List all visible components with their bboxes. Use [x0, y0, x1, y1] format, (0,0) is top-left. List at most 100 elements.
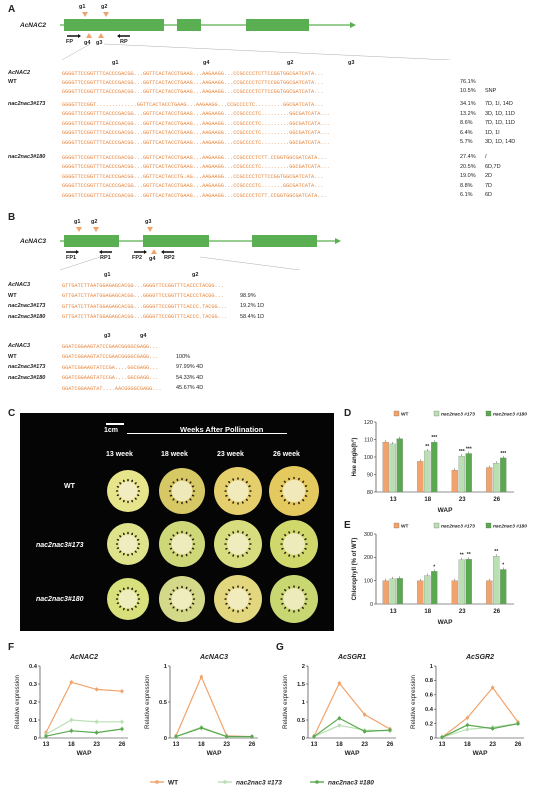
guide-label-g2: g2 [101, 4, 108, 10]
kiwi-fruit [270, 575, 318, 623]
data-point [363, 729, 367, 734]
y-tick-label: 0 [164, 736, 167, 742]
gene-name-b: AcNAC3 [20, 238, 47, 245]
b1-percentage: 58.4% 1D [240, 313, 265, 320]
kiwi-seed [298, 501, 300, 505]
data-point [516, 722, 520, 726]
kiwi-seed [228, 551, 231, 554]
kiwi-seed [293, 502, 295, 506]
b2-sequence: GGATCGGAAGTATCCGA....GGCGAGG... [62, 364, 159, 371]
kiwi-seed [232, 531, 235, 534]
bar [493, 462, 500, 493]
legend-label-l173: nac2nac3 #173 [236, 780, 282, 787]
kiwi-seed [241, 586, 244, 589]
legend-label-l173: nac2nac3 #173 [441, 524, 475, 530]
kiwi-seed [122, 499, 125, 503]
a-wt-row-label: AcNAC2 [8, 70, 31, 76]
a-180-mutation-note: 6D [485, 192, 493, 198]
bar [486, 580, 493, 605]
kiwi-seed [122, 532, 125, 536]
kiwi-seed [181, 501, 183, 505]
kiwi-seed [297, 554, 300, 557]
kiwi-core [282, 479, 306, 503]
kiwi-seed [304, 602, 307, 605]
bar [431, 571, 438, 605]
bar [389, 443, 396, 493]
kiwi-seed [131, 499, 134, 503]
kiwi-seed [181, 609, 183, 613]
kiwi-seed [283, 499, 286, 502]
kiwi-seed [225, 602, 228, 605]
kiwi-seed [237, 555, 239, 558]
kiwi-seed [191, 538, 195, 541]
kiwi-seed [288, 501, 290, 505]
b2-row-label: WT [8, 353, 17, 360]
a-173-percentage: 6.4% [460, 129, 473, 136]
kiwi-seed [116, 593, 120, 596]
panel-letter-c: C [8, 408, 16, 419]
kiwi-seed [241, 609, 244, 612]
x-tick-label: 26 [493, 609, 500, 615]
chart-title: AcSGR1 [337, 654, 366, 661]
kiwi-seed [191, 485, 195, 488]
y-tick-label: 0.1 [29, 718, 38, 724]
kiwi-seed [192, 543, 196, 545]
y-tick-label: 0 [302, 736, 305, 742]
legend-swatch [433, 522, 440, 529]
kiwi-fruit [107, 578, 149, 620]
kiwi-seed [119, 605, 122, 608]
bar [382, 580, 389, 605]
a-180-mutation-note: 7D [485, 182, 493, 189]
b1-row-label: AcNAC3 [8, 282, 31, 288]
y-tick-label: 0.8 [425, 678, 434, 684]
primer-label-fp: FP [66, 39, 74, 45]
y-axis-label: Hue angle(h°) [352, 438, 358, 477]
chart-title: AcSGR2 [465, 654, 494, 661]
kiwi-seed [189, 551, 192, 554]
bar [465, 559, 472, 605]
bar [417, 461, 424, 493]
a-wt-sequence: GGGGTTCCGGTTTCACCCGACGG...GGTTCACTACCTGA… [62, 88, 324, 95]
seq-header-g2: g2 [287, 60, 294, 66]
panel-letter-d: D [344, 408, 352, 419]
kiwi-seed [302, 499, 305, 502]
kiwi-seed [228, 534, 231, 537]
y-tick-label: 0.4 [425, 707, 434, 713]
data-point [465, 716, 469, 720]
y-tick-label: 1 [302, 700, 306, 706]
kiwi-seed [122, 552, 125, 556]
kiwi-seed [228, 589, 231, 592]
legend-label-wt: WT [168, 780, 178, 787]
kiwi-seed [116, 538, 120, 541]
b2-row-label: nac2nac3#173 [8, 364, 46, 370]
kiwi-seed [284, 534, 287, 537]
row-173: nac2nac3#173 [36, 542, 84, 549]
kiwi-core [283, 533, 305, 555]
bar [486, 467, 493, 493]
x-tick-label: 18 [198, 742, 205, 748]
kiwi-seed [119, 550, 122, 553]
a-wt-sequence: GGGGTTCCGGTTTCACCCGACGG...GGTTCACTACCTGA… [62, 70, 324, 77]
kiwi-seed [245, 606, 248, 609]
b2-percentage: 100% [176, 353, 191, 360]
col-18-week: 18 week [161, 451, 188, 458]
kiwi-seed [288, 477, 290, 481]
kiwi-seed [237, 477, 239, 480]
kiwi-seed [237, 610, 239, 613]
y-tick-label: 2 [302, 664, 305, 670]
a-wt-row-label: WT [8, 79, 17, 85]
a-180-mutation-note: 6D,7D [485, 163, 501, 170]
kiwi-seed [281, 602, 284, 605]
x-axis-label: WAP [77, 750, 92, 757]
kiwi-seed [181, 554, 183, 558]
y-tick-label: 0.2 [425, 721, 433, 727]
b-guide-g4: g4 [149, 256, 156, 262]
scale-label: 1cm [104, 427, 119, 434]
kiwi-seed [136, 538, 140, 541]
kiwi-seed [228, 606, 231, 609]
kiwi-seed [304, 485, 308, 487]
b1-percentage: 98.9% [240, 292, 256, 299]
x-tick-label: 13 [173, 742, 180, 748]
series-line [45, 681, 123, 733]
bar [458, 559, 465, 605]
